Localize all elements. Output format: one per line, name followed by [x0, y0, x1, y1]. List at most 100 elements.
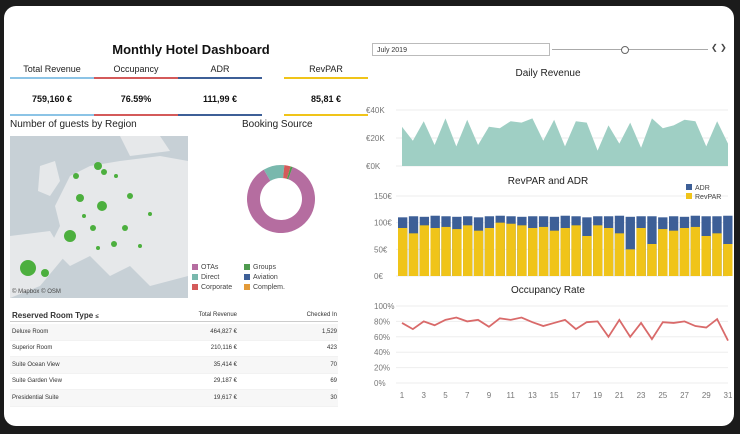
- region-bubble[interactable]: [90, 225, 96, 231]
- col-total-revenue[interactable]: Total Revenue: [198, 312, 237, 318]
- kpi-line: [178, 114, 262, 116]
- region-bubble[interactable]: [148, 212, 152, 216]
- revpar-bar: [614, 233, 625, 276]
- region-bubble[interactable]: [101, 169, 107, 175]
- revpar-bar: [408, 233, 419, 276]
- revpar-bar: [452, 229, 462, 276]
- month-filter[interactable]: July 2019: [372, 43, 550, 56]
- map-credit: © Mapbox © OSM: [12, 289, 61, 295]
- axis-tick: 80%: [374, 317, 390, 326]
- chart-title: RevPAR and ADR: [508, 176, 588, 187]
- axis-tick: 0%: [374, 379, 386, 388]
- booking-legend-item[interactable]: Aviation: [244, 274, 278, 281]
- revpar-bar: [603, 228, 614, 276]
- revpar-bar: [668, 230, 679, 276]
- region-bubble[interactable]: [138, 244, 142, 248]
- table-cell: 70: [330, 361, 337, 368]
- prev-icon[interactable]: ❮: [711, 43, 718, 52]
- revpar-bar: [517, 225, 527, 276]
- axis-tick: 100%: [374, 302, 394, 311]
- region-bubble[interactable]: [122, 225, 128, 231]
- table-row[interactable]: Suite Garden View 29,187 € 69: [10, 374, 338, 390]
- x-tick: 27: [680, 391, 689, 400]
- table-row[interactable]: Suite Ocean View 35,414 € 70: [10, 357, 338, 374]
- region-bubble[interactable]: [41, 269, 49, 277]
- region-bubble[interactable]: [64, 230, 76, 242]
- region-bubble[interactable]: [76, 194, 84, 202]
- revpar-bar: [571, 225, 581, 276]
- x-tick: 21: [615, 391, 624, 400]
- col-checked-in[interactable]: Checked In: [306, 312, 337, 318]
- kpi-line: [94, 77, 178, 79]
- table-header: Reserved Room Type ≤ Total Revenue Check…: [10, 309, 338, 322]
- kpi-label: RevPAR: [309, 64, 343, 74]
- revpar-bar: [506, 223, 516, 276]
- x-tick: 3: [422, 391, 427, 400]
- axis-tick: €20K: [366, 134, 385, 143]
- chart-title: Daily Revenue: [515, 68, 580, 79]
- legend-swatch: [686, 193, 692, 199]
- x-tick: 1: [400, 391, 405, 400]
- donut-slice[interactable]: [247, 167, 315, 233]
- col-room-type[interactable]: Reserved Room Type ≤: [12, 310, 99, 320]
- table-cell: Superior Room: [12, 345, 53, 352]
- region-bubble[interactable]: [82, 214, 86, 218]
- x-tick: 7: [465, 391, 470, 400]
- booking-legend-item[interactable]: Groups: [244, 264, 276, 271]
- x-tick: 9: [487, 391, 492, 400]
- kpi-value: 85,81 €: [310, 94, 342, 104]
- revpar-bar: [419, 225, 430, 276]
- table-row[interactable]: Presidential Suite 19,617 € 30: [10, 390, 338, 407]
- revpar-bar: [484, 228, 495, 276]
- donut-slice[interactable]: [283, 165, 291, 179]
- donut-slice[interactable]: [263, 165, 285, 181]
- table-cell: 1,529: [321, 328, 337, 335]
- revpar-bar: [538, 226, 549, 276]
- booking-donut[interactable]: [240, 158, 322, 240]
- table-row[interactable]: Superior Room 210,116 € 423: [10, 341, 338, 357]
- kpi-line: [284, 114, 368, 116]
- kpi-line: [178, 77, 262, 79]
- region-map[interactable]: © Mapbox © OSM: [10, 136, 188, 298]
- x-tick: 11: [507, 391, 516, 400]
- x-tick: 31: [724, 391, 733, 400]
- region-bubble[interactable]: [97, 201, 107, 211]
- region-bubble[interactable]: [96, 246, 100, 250]
- booking-legend-item[interactable]: Direct: [192, 274, 219, 281]
- booking-legend-item[interactable]: OTAs: [192, 264, 218, 271]
- axis-tick: €0K: [366, 162, 381, 171]
- booking-legend-item[interactable]: Corporate: [192, 284, 232, 291]
- x-tick: 25: [658, 391, 667, 400]
- next-icon[interactable]: ❯: [720, 43, 727, 52]
- revpar-bar: [473, 230, 484, 276]
- table-cell: 464,827 €: [210, 328, 237, 335]
- kpi-value: 76.59%: [120, 94, 152, 104]
- x-tick: 13: [528, 391, 537, 400]
- revpar-bar: [712, 233, 722, 276]
- region-bubble[interactable]: [73, 173, 79, 179]
- x-tick: 17: [571, 391, 580, 400]
- region-bubble[interactable]: [111, 241, 117, 247]
- table-cell: 19,617 €: [213, 394, 237, 401]
- kpi-line: [10, 77, 94, 79]
- kpi-line: [94, 114, 178, 116]
- table-cell: Deluxe Room: [12, 328, 49, 335]
- revpar-bar: [701, 236, 711, 276]
- donut-slice[interactable]: [286, 166, 293, 180]
- region-bubble[interactable]: [20, 260, 36, 276]
- booking-legend-item[interactable]: Complem.: [244, 284, 285, 291]
- date-slider-handle[interactable]: [621, 46, 629, 54]
- legend-label: RevPAR: [695, 194, 721, 201]
- x-tick: 19: [593, 391, 602, 400]
- revpar-bar: [560, 228, 570, 276]
- revpar-bar: [636, 228, 646, 276]
- date-slider-track[interactable]: [552, 49, 708, 50]
- kpi-label: ADR: [210, 64, 230, 74]
- region-bubble[interactable]: [127, 193, 133, 199]
- region-title: Number of guests by Region: [10, 119, 137, 130]
- region-bubble[interactable]: [114, 174, 118, 178]
- table-row[interactable]: Deluxe Room 464,827 € 1,529: [10, 324, 338, 341]
- chart-title: Occupancy Rate: [511, 285, 585, 296]
- revpar-bar: [690, 226, 700, 276]
- region-bubble[interactable]: [94, 162, 102, 170]
